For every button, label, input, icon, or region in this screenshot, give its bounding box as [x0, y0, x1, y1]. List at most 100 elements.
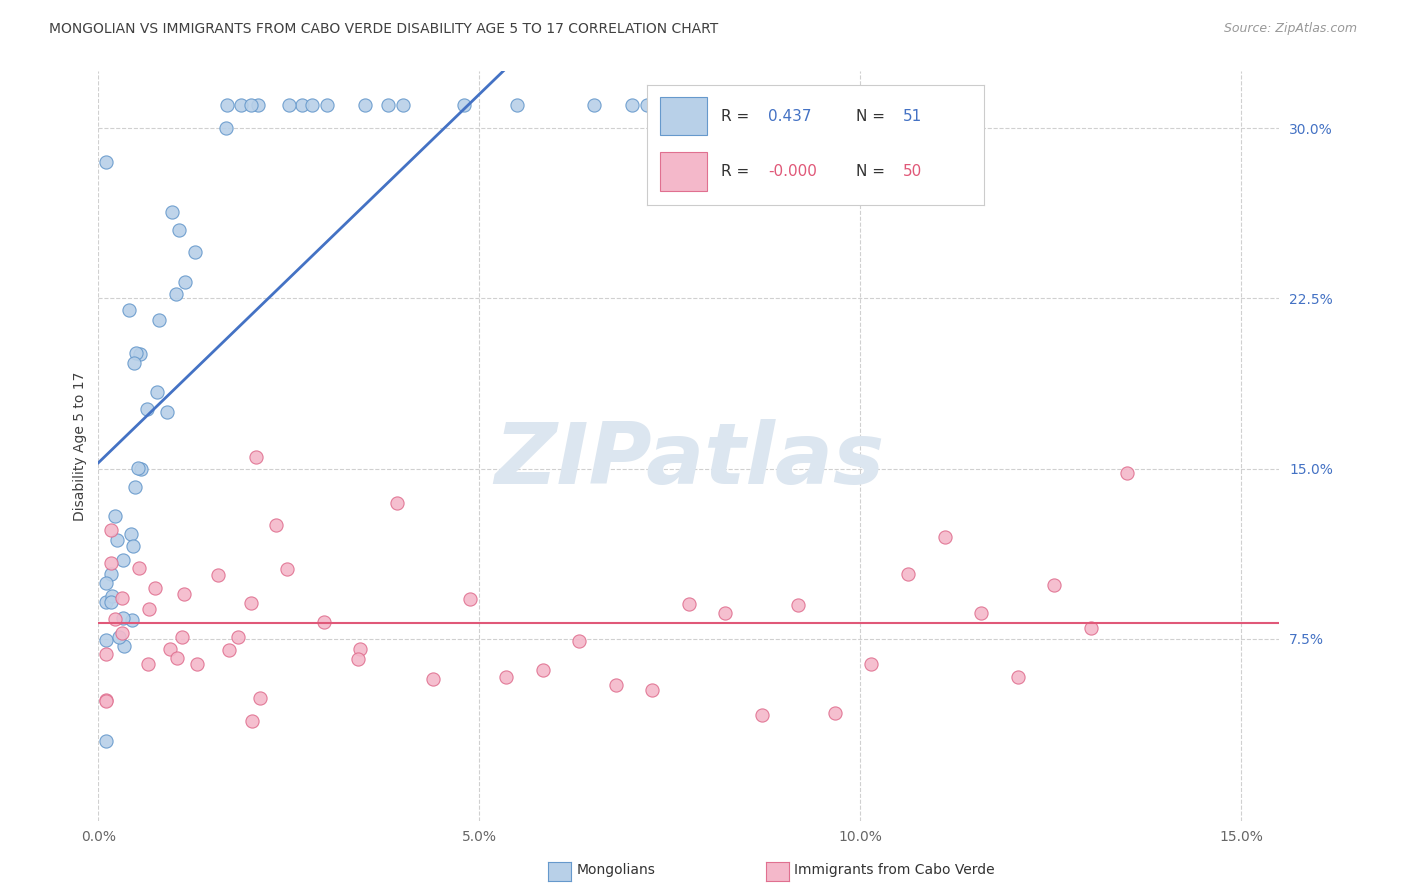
Point — [605, 678, 627, 692]
Point — [136, 657, 159, 671]
Point — [245, 450, 267, 465]
Point — [620, 98, 643, 112]
Point — [107, 630, 129, 644]
Point — [860, 657, 883, 672]
Point — [146, 384, 169, 399]
Point — [1080, 621, 1102, 635]
Point — [120, 527, 142, 541]
Text: Mongolians: Mongolians — [576, 863, 655, 877]
Point — [897, 567, 920, 582]
Text: Immigrants from Cabo Verde: Immigrants from Cabo Verde — [794, 863, 995, 877]
Point — [172, 630, 194, 644]
Point — [249, 690, 271, 705]
Point — [422, 672, 444, 686]
Point — [218, 642, 240, 657]
Point — [184, 245, 207, 260]
Point — [641, 682, 664, 697]
Point — [111, 591, 134, 606]
Text: R =: R = — [721, 164, 754, 179]
Point — [458, 592, 481, 607]
Point — [94, 594, 117, 608]
Point — [385, 496, 408, 510]
Point — [247, 98, 270, 112]
Point — [1043, 578, 1066, 592]
Point — [136, 401, 159, 416]
Point — [128, 560, 150, 574]
Point — [751, 707, 773, 722]
Point — [301, 98, 323, 112]
Point — [347, 651, 370, 665]
Point — [100, 523, 122, 537]
Point — [166, 651, 188, 665]
Point — [156, 405, 179, 419]
Point — [124, 356, 146, 370]
Point — [316, 98, 339, 112]
Text: 0.437: 0.437 — [768, 109, 811, 124]
Point — [970, 606, 993, 620]
Text: 51: 51 — [903, 109, 922, 124]
Point — [582, 98, 605, 112]
Point — [934, 531, 956, 545]
Point — [312, 615, 335, 630]
Point — [264, 518, 287, 533]
Point — [112, 640, 135, 654]
Point — [239, 98, 262, 112]
Point — [100, 595, 122, 609]
Point — [104, 612, 127, 626]
Point — [167, 223, 190, 237]
Point — [291, 98, 314, 112]
Point — [127, 461, 149, 475]
Point — [100, 556, 122, 570]
Point — [94, 576, 117, 591]
Point — [121, 614, 143, 628]
Point — [215, 98, 238, 112]
Text: -0.000: -0.000 — [768, 164, 817, 179]
Point — [1007, 670, 1029, 684]
Point — [207, 568, 229, 582]
Point — [128, 347, 150, 361]
Point — [162, 205, 184, 219]
Text: 50: 50 — [903, 164, 922, 179]
Point — [568, 634, 591, 648]
Point — [277, 98, 299, 112]
Point — [101, 589, 124, 603]
Point — [714, 607, 737, 621]
Point — [377, 98, 399, 112]
Point — [276, 561, 298, 575]
Point — [94, 633, 117, 648]
Point — [349, 642, 371, 657]
Point — [678, 598, 700, 612]
Text: Source: ZipAtlas.com: Source: ZipAtlas.com — [1223, 22, 1357, 36]
Point — [94, 733, 117, 747]
Point — [124, 480, 146, 494]
Point — [531, 663, 554, 677]
Point — [231, 98, 253, 112]
Point — [186, 657, 208, 671]
Point — [112, 552, 135, 566]
Point — [226, 630, 249, 644]
Point — [453, 98, 475, 112]
Point — [138, 602, 160, 616]
Point — [506, 98, 529, 112]
Point — [239, 595, 262, 609]
Point — [124, 346, 146, 360]
FancyBboxPatch shape — [661, 153, 707, 191]
Text: N =: N = — [856, 109, 890, 124]
Text: N =: N = — [856, 164, 890, 179]
Point — [105, 533, 128, 548]
Point — [787, 598, 810, 612]
Point — [1116, 467, 1139, 481]
Y-axis label: Disability Age 5 to 17: Disability Age 5 to 17 — [73, 371, 87, 521]
Text: MONGOLIAN VS IMMIGRANTS FROM CABO VERDE DISABILITY AGE 5 TO 17 CORRELATION CHART: MONGOLIAN VS IMMIGRANTS FROM CABO VERDE … — [49, 22, 718, 37]
Point — [495, 670, 517, 684]
Point — [122, 540, 145, 554]
Point — [240, 714, 263, 728]
Point — [174, 275, 197, 289]
Point — [159, 641, 181, 656]
Point — [148, 313, 170, 327]
Point — [110, 625, 132, 640]
Point — [658, 98, 681, 112]
Text: ZIPatlas: ZIPatlas — [494, 419, 884, 502]
Point — [143, 581, 166, 595]
FancyBboxPatch shape — [661, 97, 707, 136]
